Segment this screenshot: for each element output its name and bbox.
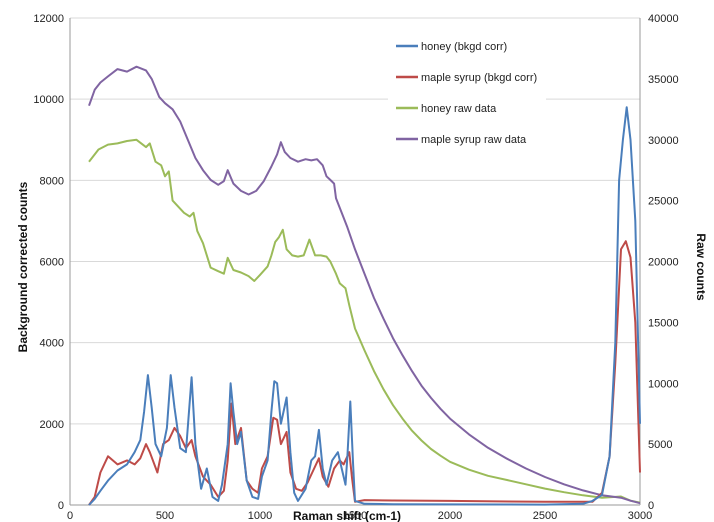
- y-right-tick-label: 10000: [648, 378, 679, 390]
- y-left-tick-label: 12000: [33, 13, 64, 25]
- x-ticks: 0 500 1000 1500 2000 2500 3000: [67, 510, 652, 522]
- y-right-tick-label: 40000: [648, 13, 679, 25]
- legend-label: honey raw data: [421, 103, 497, 115]
- x-axis-title: Raman shift (cm-1): [293, 509, 401, 522]
- y-right-tick-label: 15000: [648, 317, 679, 329]
- series-line-0: [88, 106, 641, 506]
- y-right-tick-label: 5000: [648, 439, 672, 451]
- y-left-tick-label: 2000: [40, 419, 64, 431]
- x-tick-label: 0: [67, 510, 73, 522]
- legend-label: maple syrup raw data: [421, 134, 527, 146]
- y-left-tick-label: 0: [58, 500, 64, 512]
- y-right-tick-label: 20000: [648, 257, 679, 269]
- legend-box: [388, 30, 546, 153]
- y-right-tick-label: 0: [648, 500, 654, 512]
- y-left-ticks: 0 2000 4000 6000 8000 10000 12000: [33, 13, 64, 512]
- y-left-tick-label: 8000: [40, 175, 64, 187]
- y-left-tick-label: 6000: [40, 257, 64, 269]
- series-line-2: [88, 138, 641, 504]
- legend-label: honey (bkgd corr): [421, 41, 507, 53]
- y-left-tick-label: 10000: [33, 94, 64, 106]
- y-right-ticks: 0 5000 10000 15000 20000 25000 30000 35000 40000: [648, 13, 679, 512]
- x-tick-label: 2000: [438, 510, 462, 522]
- y-left-axis-title: Background corrected counts: [16, 181, 30, 352]
- y-left-tick-label: 4000: [40, 338, 64, 350]
- legend-label: maple syrup (bkgd corr): [421, 72, 537, 84]
- series-line-1: [88, 240, 641, 506]
- x-tick-label: 2500: [533, 510, 557, 522]
- y-right-tick-label: 30000: [648, 135, 679, 147]
- x-tick-label: 3000: [628, 510, 652, 522]
- y-right-tick-label: 35000: [648, 74, 679, 86]
- x-tick-label: 1000: [248, 510, 272, 522]
- y-right-axis-title: Raw counts: [694, 233, 708, 301]
- x-tick-label: 1500: [343, 510, 367, 522]
- plot-area: [88, 65, 641, 506]
- legend: honey (bkgd corr) maple syrup (bkgd corr)…: [388, 30, 546, 153]
- y-right-tick-label: 25000: [648, 196, 679, 208]
- x-tick-label: 500: [156, 510, 174, 522]
- series-line-3: [88, 65, 641, 505]
